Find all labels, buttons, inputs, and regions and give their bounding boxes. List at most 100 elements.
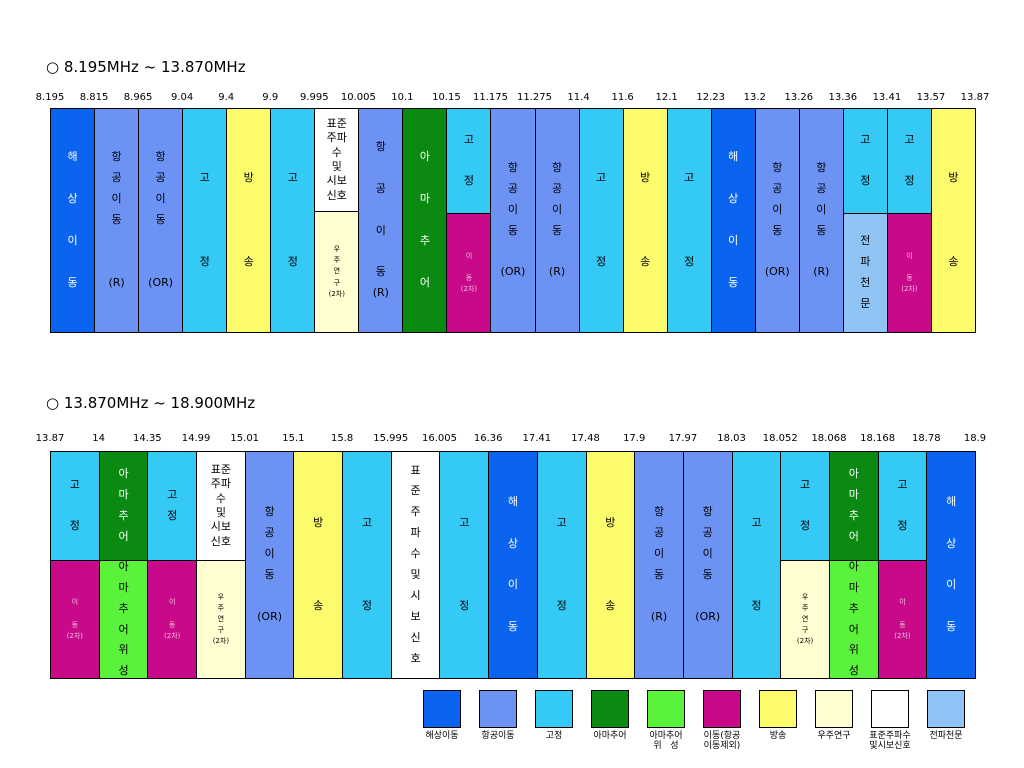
legend-label: 이동(항공 이동제외) <box>703 731 741 751</box>
frequency-tick-label: 8.965 <box>123 92 153 103</box>
allocation-label: 고 정 <box>556 515 567 613</box>
frequency-tick-label: 16.005 <box>421 433 457 444</box>
allocation-label: 우 주 연 구 (2차) <box>328 245 345 298</box>
frequency-tick-label: 13.36 <box>828 92 858 103</box>
allocation-label: 방 송 <box>640 171 651 268</box>
allocation-label: 고 정 <box>596 171 607 268</box>
allocation-label: 고 정 <box>751 515 762 613</box>
allocation-label: 고 정 <box>860 132 871 188</box>
frequency-tick-label: 18.78 <box>911 433 941 444</box>
frequency-tick-label: 18.068 <box>811 433 847 444</box>
allocation-label: 고 정 <box>167 488 178 522</box>
allocation-cell: 고 정 <box>270 108 316 333</box>
allocation-label: 고 정 <box>897 477 908 533</box>
frequency-tick-label: 16.36 <box>473 433 503 444</box>
allocation-cell: 항 공 이 동 (R) <box>358 108 404 333</box>
legend-label: 고정 <box>545 731 563 741</box>
frequency-tick-label: 8.815 <box>79 92 109 103</box>
allocation-cell: 이 동 (2차) <box>147 560 198 679</box>
frequency-tick-label: 13.26 <box>784 92 814 103</box>
allocation-label: 표 준 주 파 수 및 시 보 신 호 <box>410 463 421 665</box>
allocation-cell: 아 마 추 어 <box>402 108 448 333</box>
legend-item: 표준주파수 및시보신호 <box>864 690 916 752</box>
allocation-cell: 방 송 <box>226 108 272 333</box>
allocation-label: 해 상 이 동 <box>67 150 78 289</box>
allocation-cell: 고 정 <box>439 451 490 679</box>
allocation-label: 항 공 이 동 (OR) <box>500 160 526 279</box>
frequency-tick-label: 9.9 <box>262 92 279 103</box>
legend-item: 이동(항공 이동제외) <box>696 690 748 752</box>
legend-label: 아마추어 <box>593 731 627 741</box>
allocation-label: 항 공 이 동 (OR) <box>148 150 174 289</box>
allocation-label: 전 파 천 문 <box>860 234 871 310</box>
frequency-tick-label: 18.052 <box>762 433 798 444</box>
allocation-label: 항 공 이 동 (OR) <box>695 505 721 623</box>
allocation-label: 방 송 <box>605 515 616 613</box>
allocation-cell: 고 정 <box>666 108 712 333</box>
legend-swatch <box>535 690 573 728</box>
allocation-cell: 해 상 이 동 <box>50 108 96 333</box>
allocation-label: 아 마 추 어 <box>118 467 129 543</box>
legend-item: 고정 <box>528 690 580 742</box>
frequency-tick-label: 11.275 <box>517 92 553 103</box>
allocation-label: 이 동 (2차) <box>894 598 911 640</box>
allocation-cell: 우 주 연 구 (2차) <box>780 560 830 679</box>
allocation-cell: 고 정 <box>147 451 198 561</box>
allocation-label: 이 동 (2차) <box>901 251 918 294</box>
legend-swatch <box>927 690 965 728</box>
legend-item: 항공이동 <box>472 690 524 742</box>
allocation-label: 고 정 <box>287 171 298 268</box>
frequency-tick-label: 11.4 <box>567 92 590 103</box>
allocation-cell: 고 정 <box>536 451 587 679</box>
frequency-tick-label: 14 <box>92 433 106 444</box>
allocation-cell: 항 공 이 동 (OR) <box>244 451 295 679</box>
frequency-tick-label: 14.99 <box>181 433 211 444</box>
legend-swatch <box>591 690 629 728</box>
legend-item: 아마추어 <box>584 690 636 742</box>
allocation-cell: 우 주 연 구 (2차) <box>196 560 246 679</box>
allocation-label: 방 송 <box>313 515 324 613</box>
allocation-cell: 방 송 <box>930 108 976 333</box>
allocation-label: 항 공 이 동 (OR) <box>257 505 283 623</box>
allocation-cell: 고 정 <box>842 108 888 214</box>
legend-swatch <box>815 690 853 728</box>
allocation-cell: 항 공 이 동 (R) <box>798 108 844 333</box>
allocation-cell: 고 정 <box>877 451 928 561</box>
allocation-cell: 해 상 이 동 <box>926 451 976 679</box>
allocation-cell: 고 정 <box>780 451 830 561</box>
legend-label: 아마추어 위 성 <box>649 731 683 751</box>
allocation-label: 고 정 <box>199 171 210 268</box>
allocation-label: 해 상 이 동 <box>728 150 739 289</box>
allocation-cell: 아 마 추 어 <box>828 451 879 561</box>
frequency-tick-label: 9.04 <box>171 92 194 103</box>
legend-swatch <box>479 690 517 728</box>
allocation-label: 아 마 추 어 <box>419 150 430 289</box>
allocation-label: 아 마 추 어 <box>848 467 859 543</box>
allocation-label: 항 공 이 동 (OR) <box>764 160 790 279</box>
allocation-label: 항 공 이 동 (R) <box>813 160 830 279</box>
frequency-tick-label: 15.8 <box>330 433 354 444</box>
frequency-tick-label: 18.03 <box>717 433 746 444</box>
legend-label: 전파천문 <box>929 731 963 741</box>
allocation-label: 항 공 이 동 (R) <box>650 505 668 623</box>
allocation-label: 고 정 <box>463 132 474 188</box>
allocation-label: 이 동 (2차) <box>66 598 84 640</box>
frequency-tick-label: 17.48 <box>571 433 600 444</box>
legend-item: 전파천문 <box>920 690 972 742</box>
allocation-cell: 표준 주파 수 및 시보 신호 <box>314 108 360 212</box>
section-2-title: ○ 13.870MHz ~ 18.900MHz <box>46 394 256 412</box>
allocation-cell: 해 상 이 동 <box>488 451 538 679</box>
allocation-cell: 항 공 이 동 (OR) <box>490 108 536 333</box>
allocation-cell: 방 송 <box>293 451 344 679</box>
allocation-label: 이 동 (2차) <box>164 598 181 640</box>
frequency-tick-label: 17.9 <box>623 433 646 444</box>
allocation-cell: 항 공 이 동 (OR) <box>138 108 184 333</box>
allocation-cell: 고 정 <box>578 108 624 333</box>
service-legend: 해상이동 항공이동 고정 아마추어 아마추어 위 성 이동(항공 이동제외) 방송 우주연구 표… <box>416 690 976 760</box>
legend-label: 항공이동 <box>481 731 515 741</box>
frequency-tick-label: 10.005 <box>340 92 376 103</box>
allocation-cell: 이 동 (2차) <box>446 213 492 333</box>
section-1-title: ○ 8.195MHz ~ 13.870MHz <box>46 58 246 76</box>
allocation-cell: 항 공 이 동 (R) <box>94 108 140 333</box>
